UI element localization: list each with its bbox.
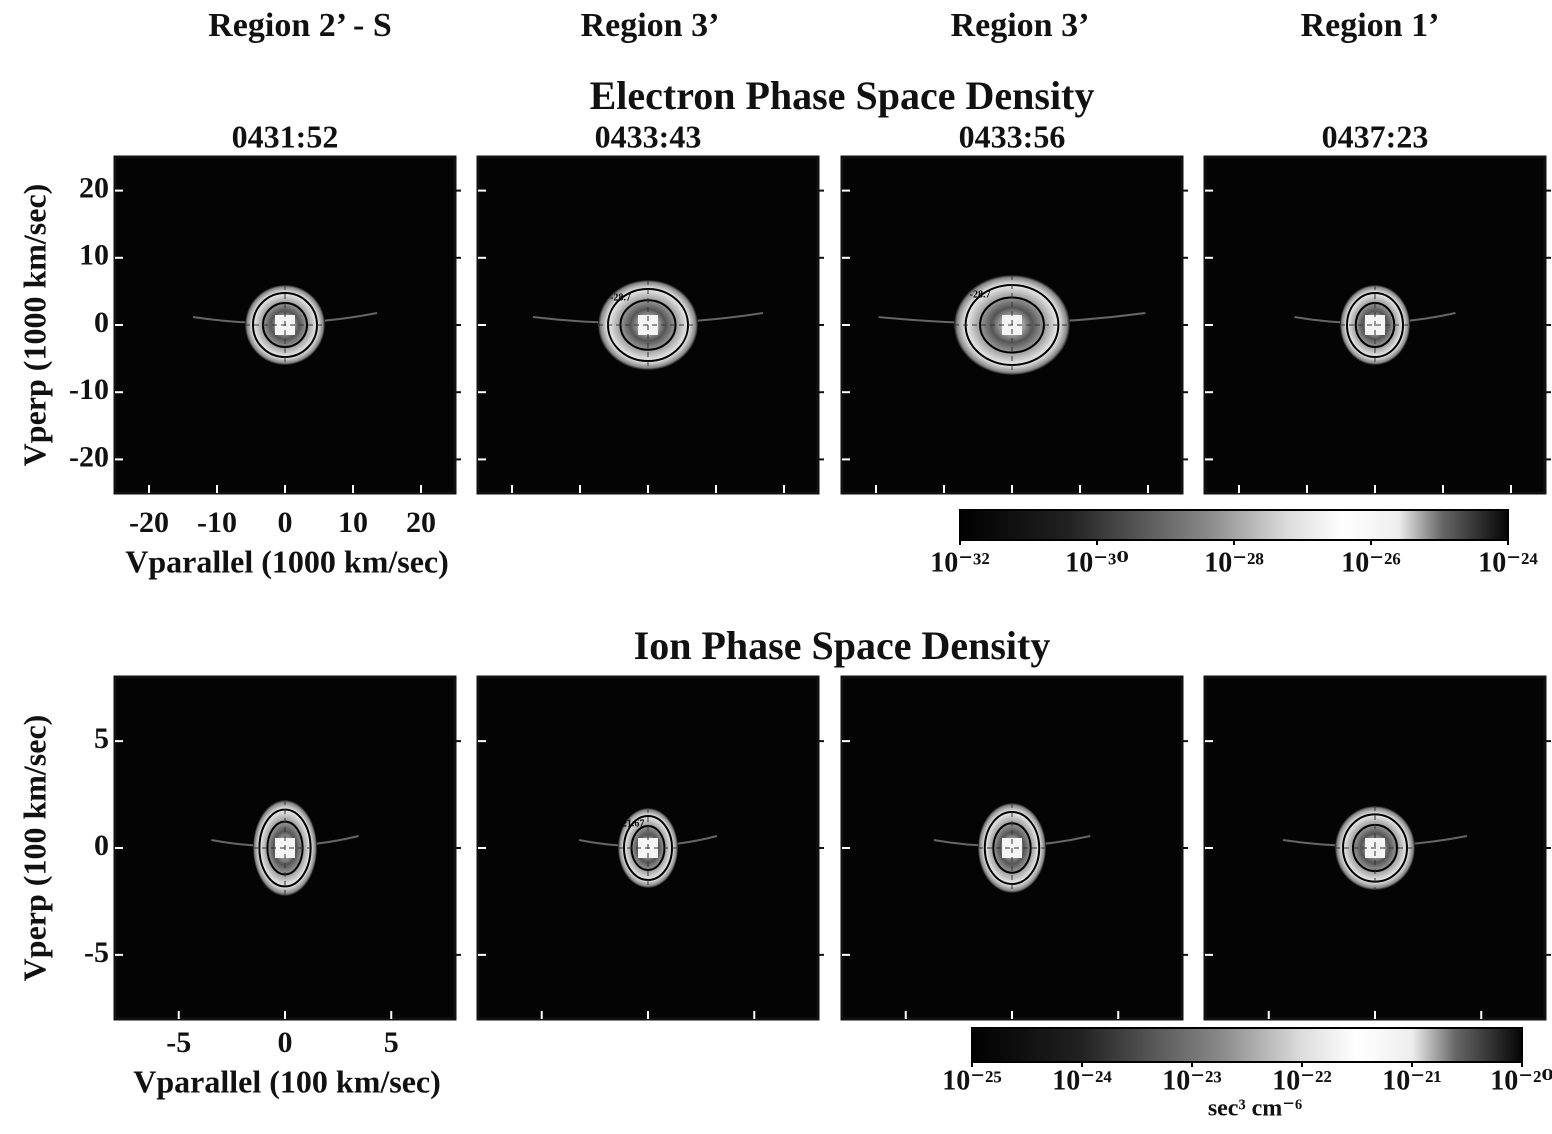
colorbar-tick-label: 10⁻²⁵ [942,1065,1002,1096]
x-tick-label: 0 [278,1026,293,1059]
y-tick-label: 0 [94,829,109,862]
contour-label: -21.67 [619,818,645,829]
colorbar [959,509,1509,541]
y-tick-label: 20 [79,171,109,204]
x-axis-label: Vparallel (100 km/sec) [133,1063,441,1099]
y-tick-label: -10 [69,373,109,406]
colorbar-tick-label: 10⁻²⁴ [1478,547,1538,578]
colorbar-tick-label: 10⁻²³ [1162,1065,1222,1096]
panel [840,675,1188,1021]
panel [1203,675,1551,1021]
x-tick-label: 5 [384,1026,399,1059]
column-label: Region 3’ [951,7,1090,44]
panel: -28.7 [840,155,1188,495]
y-tick-label: 5 [94,722,109,755]
colorbar [971,1027,1523,1063]
panel-title: 0437:23 [1322,118,1429,154]
y-tick-label: -5 [84,936,109,969]
colorbar-unit: sec³ cm⁻⁶ [1208,1096,1302,1122]
x-tick-label: 10 [338,506,368,539]
x-axis-label: Vparallel (1000 km/sec) [125,543,449,579]
panel-title: 0431:52 [232,118,339,154]
panel [1203,155,1551,495]
x-tick-label: -5 [166,1026,191,1059]
x-tick-label: 0 [278,506,293,539]
column-label: Region 2’ - S [208,7,392,44]
y-axis-label: Vperp (1000 km/sec) [16,184,52,467]
colorbar-tick-label: 10⁻²⁴ [1052,1065,1112,1096]
y-axis-label: Vperp (100 km/sec) [16,715,52,982]
x-tick-label: 20 [406,506,436,539]
y-tick-label: 0 [94,306,109,339]
x-tick-label: -10 [197,506,237,539]
contour-label: -28.7 [970,289,991,300]
colorbar-tick-label: 10⁻²⁶ [1341,547,1401,578]
y-tick-label: -20 [69,440,109,473]
colorbar-tick-label: 10⁻³⁰ [1065,547,1128,578]
colorbar-tick-label: 10⁻²¹ [1382,1065,1442,1096]
colorbar-tick-label: 10⁻²⁰ [1490,1065,1552,1096]
panel: -28.7 [476,155,824,495]
contour-label: -28.7 [610,292,631,303]
colorbar-tick-label: 10⁻³² [930,547,990,578]
colorbar-tick-label: 10⁻²⁸ [1204,547,1264,578]
column-label: Region 3’ [581,7,720,44]
chart-title: Ion Phase Space Density [634,623,1051,668]
panel-title: 0433:56 [959,118,1066,154]
panel [113,675,461,1021]
panel [113,155,461,495]
panel-title: 0433:43 [595,118,702,154]
chart-title: Electron Phase Space Density [590,73,1095,118]
column-label: Region 1’ [1301,7,1440,44]
y-tick-label: 10 [79,239,109,272]
x-tick-label: -20 [129,506,169,539]
colorbar-tick-label: 10⁻²² [1272,1065,1332,1096]
panel: -21.67 [476,675,824,1021]
